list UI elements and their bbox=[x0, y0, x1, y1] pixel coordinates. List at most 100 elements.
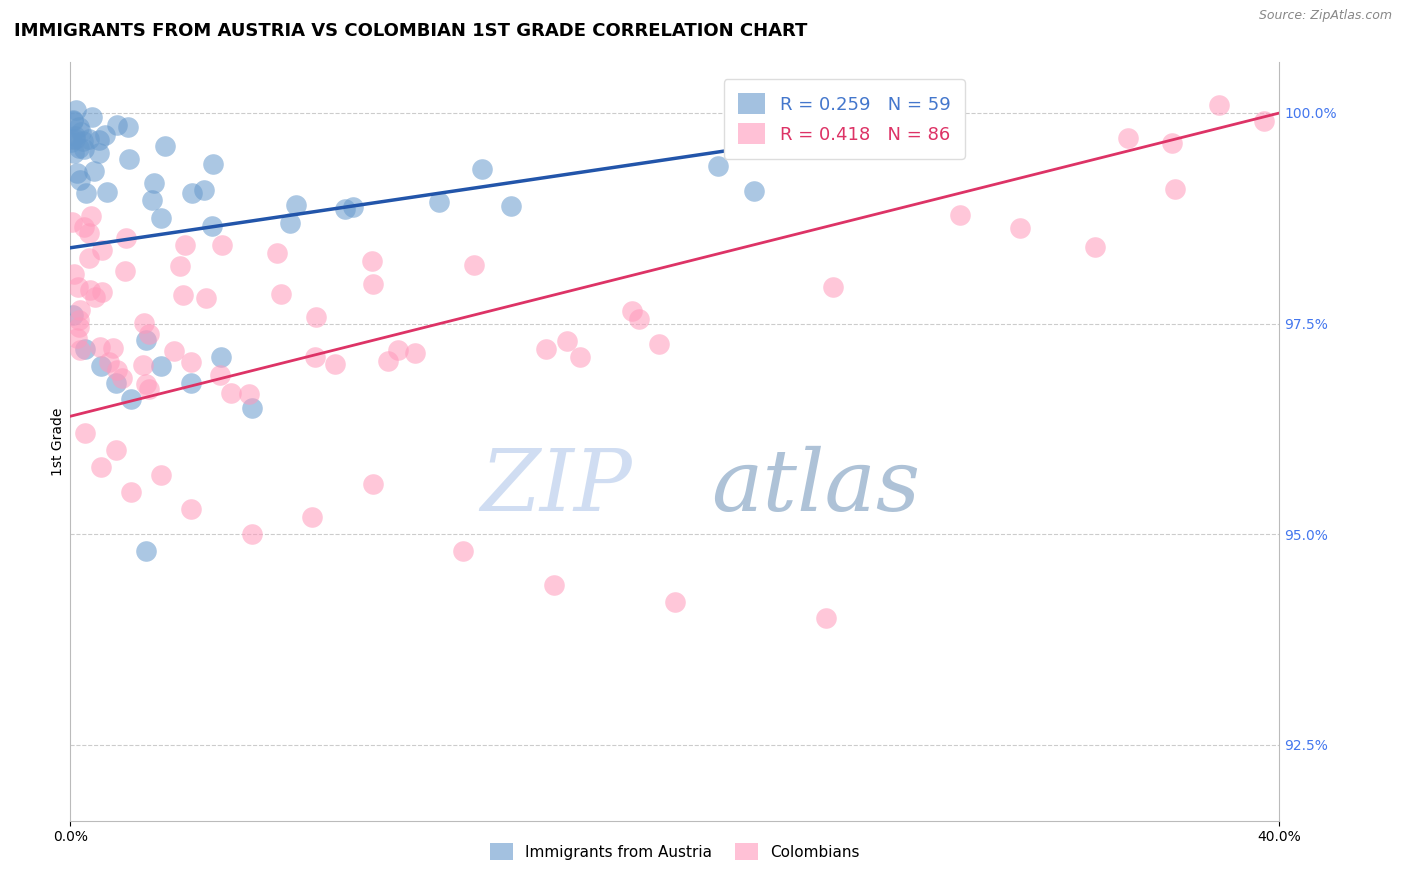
Point bbox=[75, 426, 97, 441]
Point bbox=[193, 183, 215, 197]
Point bbox=[138, 327, 160, 342]
Point bbox=[101, 341, 124, 355]
Point bbox=[62, 308, 84, 322]
Point bbox=[120, 392, 142, 407]
Point bbox=[821, 280, 844, 294]
Point bbox=[62, 112, 84, 127]
Point bbox=[174, 238, 197, 252]
Point bbox=[118, 152, 141, 166]
Point bbox=[63, 132, 86, 146]
Point bbox=[132, 359, 155, 373]
Point bbox=[62, 145, 84, 160]
Point bbox=[72, 134, 94, 148]
Point bbox=[211, 351, 233, 365]
Point bbox=[69, 303, 91, 318]
Point bbox=[534, 342, 557, 356]
Text: atlas: atlas bbox=[711, 446, 921, 528]
Point bbox=[65, 103, 87, 117]
Point bbox=[284, 197, 307, 211]
Y-axis label: 1st Grade: 1st Grade bbox=[51, 408, 65, 475]
Point bbox=[72, 142, 94, 156]
Point bbox=[172, 288, 194, 302]
Point bbox=[114, 264, 136, 278]
Point bbox=[1164, 182, 1187, 196]
Point bbox=[143, 176, 166, 190]
Point bbox=[77, 131, 100, 145]
Point bbox=[543, 578, 565, 592]
Point bbox=[79, 283, 101, 297]
Point bbox=[62, 114, 84, 128]
Point bbox=[1084, 240, 1107, 254]
Point bbox=[80, 210, 103, 224]
Point bbox=[1116, 131, 1139, 145]
Point bbox=[706, 159, 728, 173]
Point bbox=[93, 128, 115, 143]
Point bbox=[111, 370, 134, 384]
Point bbox=[69, 173, 91, 187]
Point bbox=[83, 164, 105, 178]
Point bbox=[278, 216, 301, 230]
Point bbox=[105, 363, 128, 377]
Point bbox=[75, 186, 97, 200]
Point bbox=[89, 146, 111, 161]
Point bbox=[219, 386, 242, 401]
Point bbox=[169, 259, 191, 273]
Point bbox=[90, 459, 111, 474]
Point bbox=[238, 387, 260, 401]
Point bbox=[69, 343, 91, 357]
Point bbox=[150, 211, 173, 225]
Point bbox=[70, 125, 93, 139]
Point bbox=[1161, 136, 1184, 150]
Point bbox=[67, 120, 90, 134]
Point bbox=[135, 544, 157, 558]
Point bbox=[82, 110, 104, 124]
Point bbox=[150, 359, 172, 373]
Point bbox=[180, 186, 202, 200]
Point bbox=[90, 285, 112, 300]
Point bbox=[115, 231, 138, 245]
Point bbox=[104, 442, 127, 457]
Point bbox=[621, 304, 644, 318]
Point bbox=[648, 337, 671, 351]
Point bbox=[66, 331, 89, 345]
Point bbox=[180, 376, 202, 390]
Point bbox=[211, 238, 233, 252]
Point bbox=[453, 544, 475, 558]
Point bbox=[120, 485, 142, 500]
Point bbox=[361, 476, 384, 491]
Point bbox=[89, 133, 111, 147]
Point bbox=[91, 244, 114, 258]
Point bbox=[361, 277, 384, 291]
Point bbox=[66, 280, 89, 294]
Point bbox=[105, 118, 128, 132]
Point bbox=[628, 311, 651, 326]
Point bbox=[1253, 114, 1275, 128]
Point bbox=[333, 202, 356, 216]
Point bbox=[240, 401, 263, 415]
Point bbox=[141, 193, 163, 207]
Point bbox=[117, 120, 139, 134]
Point bbox=[744, 184, 766, 198]
Point bbox=[209, 368, 232, 383]
Point bbox=[463, 258, 485, 272]
Point bbox=[201, 219, 224, 233]
Point bbox=[150, 468, 172, 483]
Point bbox=[180, 355, 202, 369]
Point bbox=[134, 316, 156, 330]
Point bbox=[949, 208, 972, 222]
Point bbox=[427, 195, 450, 210]
Point bbox=[569, 350, 592, 364]
Point bbox=[67, 319, 90, 334]
Text: IMMIGRANTS FROM AUSTRIA VS COLOMBIAN 1ST GRADE CORRELATION CHART: IMMIGRANTS FROM AUSTRIA VS COLOMBIAN 1ST… bbox=[14, 22, 807, 40]
Point bbox=[815, 611, 838, 625]
Point bbox=[135, 334, 157, 348]
Point bbox=[59, 131, 82, 145]
Text: Source: ZipAtlas.com: Source: ZipAtlas.com bbox=[1258, 9, 1392, 22]
Point bbox=[104, 376, 127, 390]
Point bbox=[59, 135, 82, 149]
Point bbox=[266, 246, 288, 260]
Point bbox=[62, 214, 84, 228]
Point bbox=[67, 141, 90, 155]
Point bbox=[77, 226, 100, 240]
Point bbox=[240, 527, 263, 541]
